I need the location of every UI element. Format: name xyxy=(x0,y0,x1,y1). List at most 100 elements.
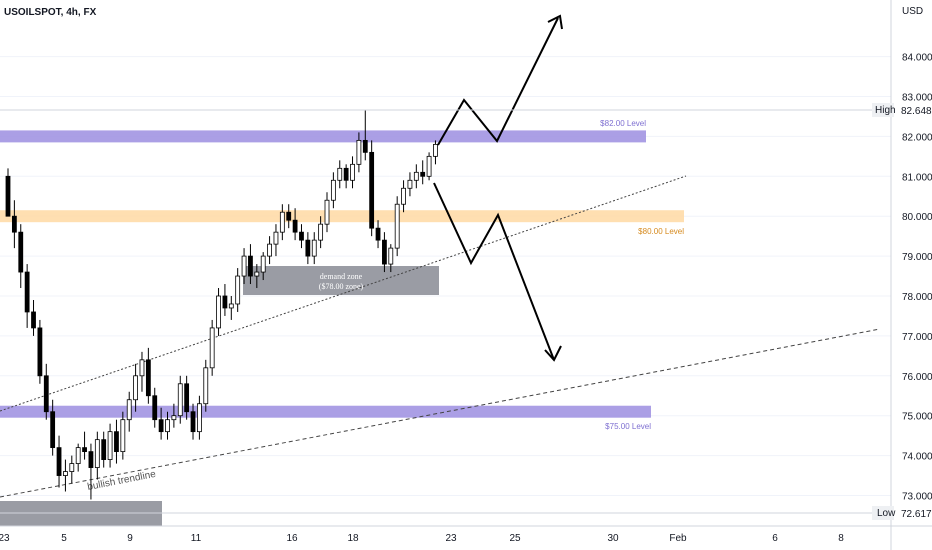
candle-down xyxy=(382,239,387,265)
candle-up xyxy=(171,415,177,421)
candle-up xyxy=(235,275,241,305)
candle-down xyxy=(11,215,17,233)
candle-down xyxy=(24,271,30,313)
candle-up xyxy=(388,247,394,265)
candle-up xyxy=(324,199,330,225)
level-band xyxy=(0,210,684,223)
candle-down xyxy=(152,395,158,421)
symbol-title: USOILSPOT, 4h, FX xyxy=(4,7,97,18)
candle-down xyxy=(114,431,119,453)
candle-down xyxy=(82,447,87,453)
candle-up xyxy=(260,255,266,273)
low-tag xyxy=(872,506,894,520)
x-tick-label: 23 xyxy=(445,533,457,544)
x-tick-label: 9 xyxy=(127,533,133,544)
y-tick-label: 82.000 xyxy=(902,132,932,143)
y-tick-label: 76.000 xyxy=(902,372,932,383)
candle-up xyxy=(407,179,413,189)
candle-down xyxy=(369,151,375,229)
high-tag xyxy=(872,103,894,117)
y-tick-label: 78.000 xyxy=(902,292,932,303)
candle-down xyxy=(299,231,304,241)
candle-up xyxy=(433,143,438,157)
time-axis[interactable]: 23 5 9 11 16 18 23 25 30 Feb 6 8 xyxy=(0,533,844,544)
candle-up xyxy=(254,271,260,277)
candle-down xyxy=(88,451,94,468)
x-tick-label: 18 xyxy=(347,533,359,544)
x-tick-label: 8 xyxy=(838,533,844,544)
candle-up xyxy=(94,439,100,468)
candle-up xyxy=(356,139,362,165)
y-tick-label: 81.000 xyxy=(902,172,932,183)
candle-up xyxy=(120,419,126,453)
currency-label: USD xyxy=(902,6,923,17)
candle-down xyxy=(248,255,253,277)
candle-up xyxy=(228,303,234,309)
candle-down xyxy=(292,219,298,233)
candle-down xyxy=(56,447,62,476)
candle-up xyxy=(133,375,139,401)
candles xyxy=(5,110,438,500)
candle-down xyxy=(420,171,426,177)
candle-up xyxy=(401,187,406,205)
candle-down xyxy=(50,411,56,449)
upper-trendline xyxy=(0,175,687,412)
demand-zone-label: demand zone xyxy=(320,272,363,281)
candle-down xyxy=(158,419,164,433)
candle-up xyxy=(350,163,355,181)
candle-up xyxy=(126,399,132,421)
candle-up xyxy=(216,295,221,329)
price-levels: $82.00 Level $80.00 Level $75.00 Level xyxy=(0,119,684,431)
candle-up xyxy=(273,231,279,245)
candle-down xyxy=(343,167,349,181)
candle-down xyxy=(18,231,24,273)
level-label: $75.00 Level xyxy=(605,422,651,431)
candle-down xyxy=(362,139,368,153)
candle-up xyxy=(63,471,68,476)
y-tick-label: 83.000 xyxy=(902,93,932,104)
candle-up xyxy=(413,171,419,181)
x-tick-label: 23 xyxy=(0,533,10,544)
candle-down xyxy=(31,311,36,329)
candle-down xyxy=(286,211,292,221)
y-tick-label: 84.000 xyxy=(902,53,932,64)
candle-up xyxy=(426,155,432,177)
y-tick-label: 74.000 xyxy=(902,452,932,463)
candle-up xyxy=(394,203,400,249)
x-tick-label: 6 xyxy=(772,533,778,544)
candle-down xyxy=(37,327,43,377)
candle-up xyxy=(69,463,75,472)
candle-up xyxy=(311,239,317,257)
level-label: $82.00 Level xyxy=(600,119,646,128)
candle-up xyxy=(139,359,145,377)
x-tick-label: 11 xyxy=(191,533,202,544)
candle-up xyxy=(203,367,209,405)
candle-down xyxy=(190,411,196,433)
x-tick-label: 25 xyxy=(509,533,521,544)
low-value: 72.617 xyxy=(901,509,932,520)
candle-up xyxy=(209,327,215,369)
candle-down xyxy=(222,295,228,309)
bullish-projection-arrow xyxy=(437,17,559,146)
y-tick-label: 73.000 xyxy=(902,492,932,503)
candle-up xyxy=(330,179,336,201)
candle-up xyxy=(165,419,170,433)
bearish-projection-arrow xyxy=(433,182,555,361)
price-axis[interactable]: 84.000 83.000 82.000 81.000 80.000 79.000 78.0… xyxy=(902,53,932,503)
candle-up xyxy=(75,447,81,464)
x-tick-label: 5 xyxy=(61,533,67,544)
candle-up xyxy=(267,243,272,257)
projection-arrows xyxy=(433,14,563,362)
bearish-arrowhead xyxy=(544,345,562,362)
candle-down xyxy=(305,239,311,257)
candle-down xyxy=(43,375,49,413)
low-label: Low xyxy=(877,508,896,519)
high-label: High xyxy=(875,105,896,116)
candle-up xyxy=(337,167,343,181)
level-label: $80.00 Level xyxy=(638,227,684,236)
candle-down xyxy=(5,175,11,217)
candle-down xyxy=(375,227,381,241)
y-tick-label: 80.000 xyxy=(902,212,932,223)
